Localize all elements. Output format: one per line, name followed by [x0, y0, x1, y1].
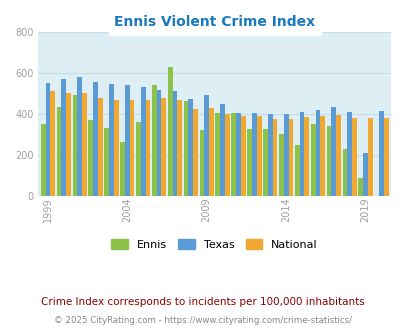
- Bar: [98, 98, 102, 196]
- Bar: [88, 120, 93, 196]
- Bar: [40, 124, 45, 196]
- Bar: [109, 84, 113, 196]
- Bar: [125, 85, 129, 196]
- Bar: [156, 90, 161, 196]
- Bar: [247, 129, 252, 196]
- Bar: [209, 108, 213, 196]
- Bar: [72, 95, 77, 196]
- Text: © 2025 CityRating.com - https://www.cityrating.com/crime-statistics/: © 2025 CityRating.com - https://www.city…: [54, 316, 351, 325]
- Bar: [330, 107, 335, 196]
- Bar: [161, 98, 166, 196]
- Bar: [172, 91, 177, 196]
- Bar: [299, 112, 304, 196]
- Bar: [231, 113, 236, 196]
- Bar: [104, 128, 109, 196]
- Bar: [141, 87, 145, 196]
- Bar: [136, 122, 141, 196]
- Bar: [120, 142, 125, 196]
- Bar: [288, 119, 292, 196]
- Bar: [215, 113, 220, 196]
- Bar: [129, 100, 134, 196]
- Bar: [224, 114, 229, 196]
- Bar: [346, 112, 351, 196]
- Bar: [236, 113, 240, 196]
- Bar: [193, 109, 198, 196]
- Bar: [183, 101, 188, 196]
- Bar: [335, 115, 340, 196]
- Bar: [220, 104, 224, 196]
- Bar: [310, 124, 315, 196]
- Bar: [326, 126, 330, 196]
- Bar: [93, 82, 98, 196]
- Bar: [342, 149, 346, 196]
- Bar: [362, 153, 367, 196]
- Bar: [351, 118, 356, 196]
- Bar: [256, 116, 261, 196]
- Bar: [383, 118, 388, 196]
- Bar: [77, 77, 82, 196]
- Bar: [294, 145, 299, 196]
- Title: Ennis Violent Crime Index: Ennis Violent Crime Index: [114, 15, 314, 29]
- Bar: [252, 113, 256, 196]
- Bar: [45, 83, 50, 196]
- Bar: [167, 67, 172, 196]
- Bar: [50, 91, 55, 196]
- Bar: [272, 119, 277, 196]
- Text: Crime Index corresponds to incidents per 100,000 inhabitants: Crime Index corresponds to incidents per…: [41, 297, 364, 307]
- Bar: [304, 117, 309, 196]
- Bar: [267, 114, 272, 196]
- Bar: [151, 85, 156, 196]
- Bar: [188, 99, 193, 196]
- Bar: [56, 107, 61, 196]
- Legend: Ennis, Texas, National: Ennis, Texas, National: [107, 235, 322, 254]
- Bar: [204, 95, 209, 196]
- Bar: [278, 134, 283, 196]
- Bar: [358, 178, 362, 196]
- Bar: [145, 100, 150, 196]
- Bar: [177, 100, 182, 196]
- Bar: [199, 130, 204, 196]
- Bar: [367, 118, 372, 196]
- Bar: [66, 93, 71, 196]
- Bar: [61, 79, 66, 196]
- Bar: [113, 100, 118, 196]
- Bar: [240, 116, 245, 196]
- Bar: [320, 116, 324, 196]
- Bar: [262, 129, 267, 196]
- Bar: [82, 93, 87, 196]
- Bar: [378, 111, 383, 196]
- Bar: [283, 114, 288, 196]
- Bar: [315, 110, 320, 196]
